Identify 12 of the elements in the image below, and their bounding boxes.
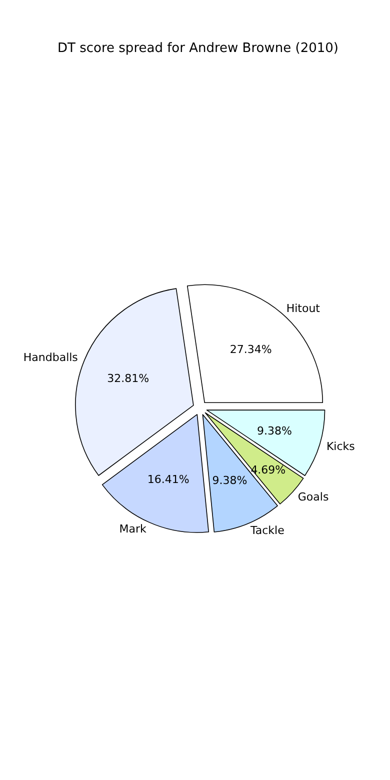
slice-label: Goals: [298, 490, 329, 504]
slice-label: Kicks: [326, 440, 356, 454]
data-label: 32.81%: [107, 372, 150, 386]
data-label: 16.41%: [147, 473, 190, 486]
chart-title: DT score spread for Andrew Browne (2010): [58, 41, 338, 56]
data-label: 9.38%: [212, 474, 248, 487]
slice-label: Tackle: [250, 524, 285, 537]
data-label: 27.34%: [230, 342, 272, 356]
slice-label: Hitout: [286, 302, 321, 315]
slice-label: Handballs: [23, 351, 78, 364]
data-label: 9.38%: [257, 424, 292, 438]
slice-label: Mark: [119, 522, 147, 536]
